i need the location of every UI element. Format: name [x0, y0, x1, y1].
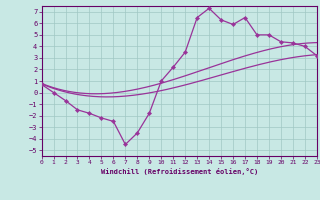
X-axis label: Windchill (Refroidissement éolien,°C): Windchill (Refroidissement éolien,°C): [100, 168, 258, 175]
